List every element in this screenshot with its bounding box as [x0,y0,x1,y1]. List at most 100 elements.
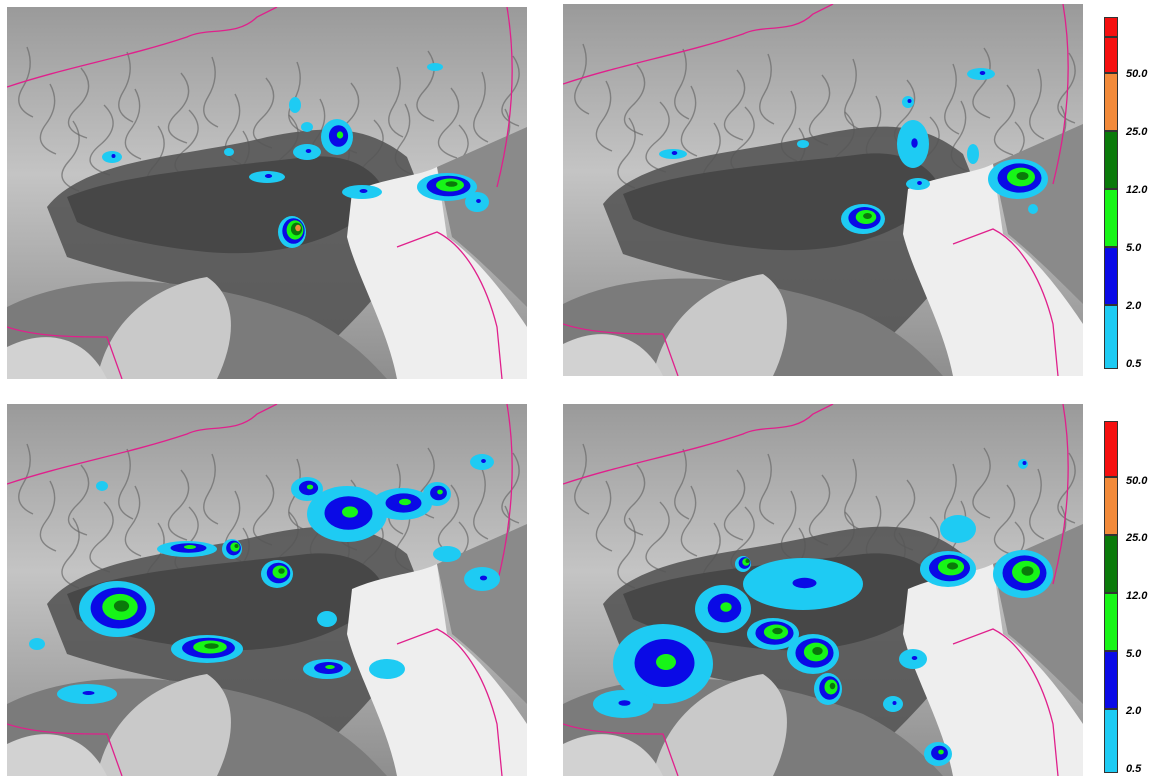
border-line [563,4,834,85]
map-panel-top-left [7,7,527,379]
valley-line [595,80,613,152]
map-canvas [7,404,527,776]
valley-line [501,55,520,127]
precip-cell [479,575,488,581]
legend-label: 12.0 [1126,590,1148,602]
valley-line [473,468,489,540]
legend-label: 0.5 [1126,763,1142,775]
map-panel-bottom-left [7,404,527,776]
valley-line [203,453,219,525]
ligurian-sea-west [563,734,663,776]
valley-line [124,88,142,160]
precip-cell [336,131,344,139]
precip-cell [1021,566,1034,576]
valley-line [574,443,590,515]
valley-line [759,453,775,525]
adriatic-sea [903,564,1083,776]
precip-cell [720,602,732,612]
map-panel-bottom-right [563,404,1083,776]
valley-line [1057,452,1076,524]
precip-cell [946,562,959,570]
valley-line [972,447,991,519]
valley-line [574,43,590,115]
legend-swatch-bottom [1104,593,1118,651]
precip-cell [476,199,481,203]
precip-cell [445,181,458,187]
precip-cell [481,459,486,463]
valley-line [118,51,134,123]
valley-line [1029,468,1045,540]
precip-cell [940,515,976,543]
valley-line [416,50,435,122]
precip-cell [437,489,443,495]
valley-line [674,48,690,120]
precip-cell [772,627,783,635]
border-line [1052,404,1069,585]
precip-cell [342,506,358,518]
valley-line [723,69,746,141]
border-line [7,326,123,379]
valley-line [645,501,670,573]
valley-line [124,485,142,557]
precip-cell [82,691,95,695]
valley-line [167,469,190,541]
valley-line [89,104,114,176]
valley-line [993,484,1016,556]
legend-swatch-bottom [1104,651,1118,709]
po-valley-core [67,156,387,254]
valley-line [61,120,80,192]
valley-line [67,464,90,536]
adriatic-sea [347,564,527,776]
valley-line [39,480,57,552]
precip-cell [979,71,986,75]
precip-cell [1022,461,1027,465]
valley-line [167,72,190,144]
precip-cell [911,656,918,660]
legend-label: 2.0 [1126,300,1142,312]
precip-cell [306,484,314,490]
legend-swatch-top [1104,17,1118,37]
legend-label: 50.0 [1126,475,1148,487]
valley-line [501,452,520,524]
precip-cell [317,611,337,627]
valley-line [972,47,991,119]
ligurian-sea [653,674,787,776]
valley-line [1057,52,1076,124]
border-line [7,404,278,485]
precip-cell [399,498,411,506]
ligurian-sea-west [7,337,107,379]
precip-cell [29,638,45,650]
valley-line [1029,68,1045,140]
precip-cell [797,140,809,148]
valley-line [944,63,960,135]
border-line [396,628,503,776]
precip-cell [359,189,368,193]
precip-cell [234,544,239,548]
legend-label: 50.0 [1126,68,1148,80]
border-line [952,628,1059,776]
precip-cell [184,545,196,549]
precip-cell [911,138,918,148]
valley-line [645,101,670,173]
legend-label: 25.0 [1126,532,1148,544]
border-line [396,231,503,379]
istria-land [437,524,527,704]
precip-cell [618,700,631,706]
valley-line [18,46,34,118]
ligurian-sea [97,277,231,379]
valley-line [388,66,404,138]
legend-swatch-bottom [1104,421,1118,477]
precipitation-legend-bottom: 50.0 25.0 12.0 5.0 2.0 0.5 [1104,421,1154,775]
precip-cell [829,682,836,690]
ligurian-sea [653,274,787,376]
precip-cell [892,701,897,705]
precip-cell [295,224,301,232]
istria-land [437,127,527,307]
valley-line [61,517,80,589]
precip-cell [369,659,405,679]
valley-line [288,458,304,530]
precip-cell [656,654,676,670]
precip-cell [96,481,108,491]
precip-cell [433,546,461,562]
legend-label: 12.0 [1126,184,1148,196]
